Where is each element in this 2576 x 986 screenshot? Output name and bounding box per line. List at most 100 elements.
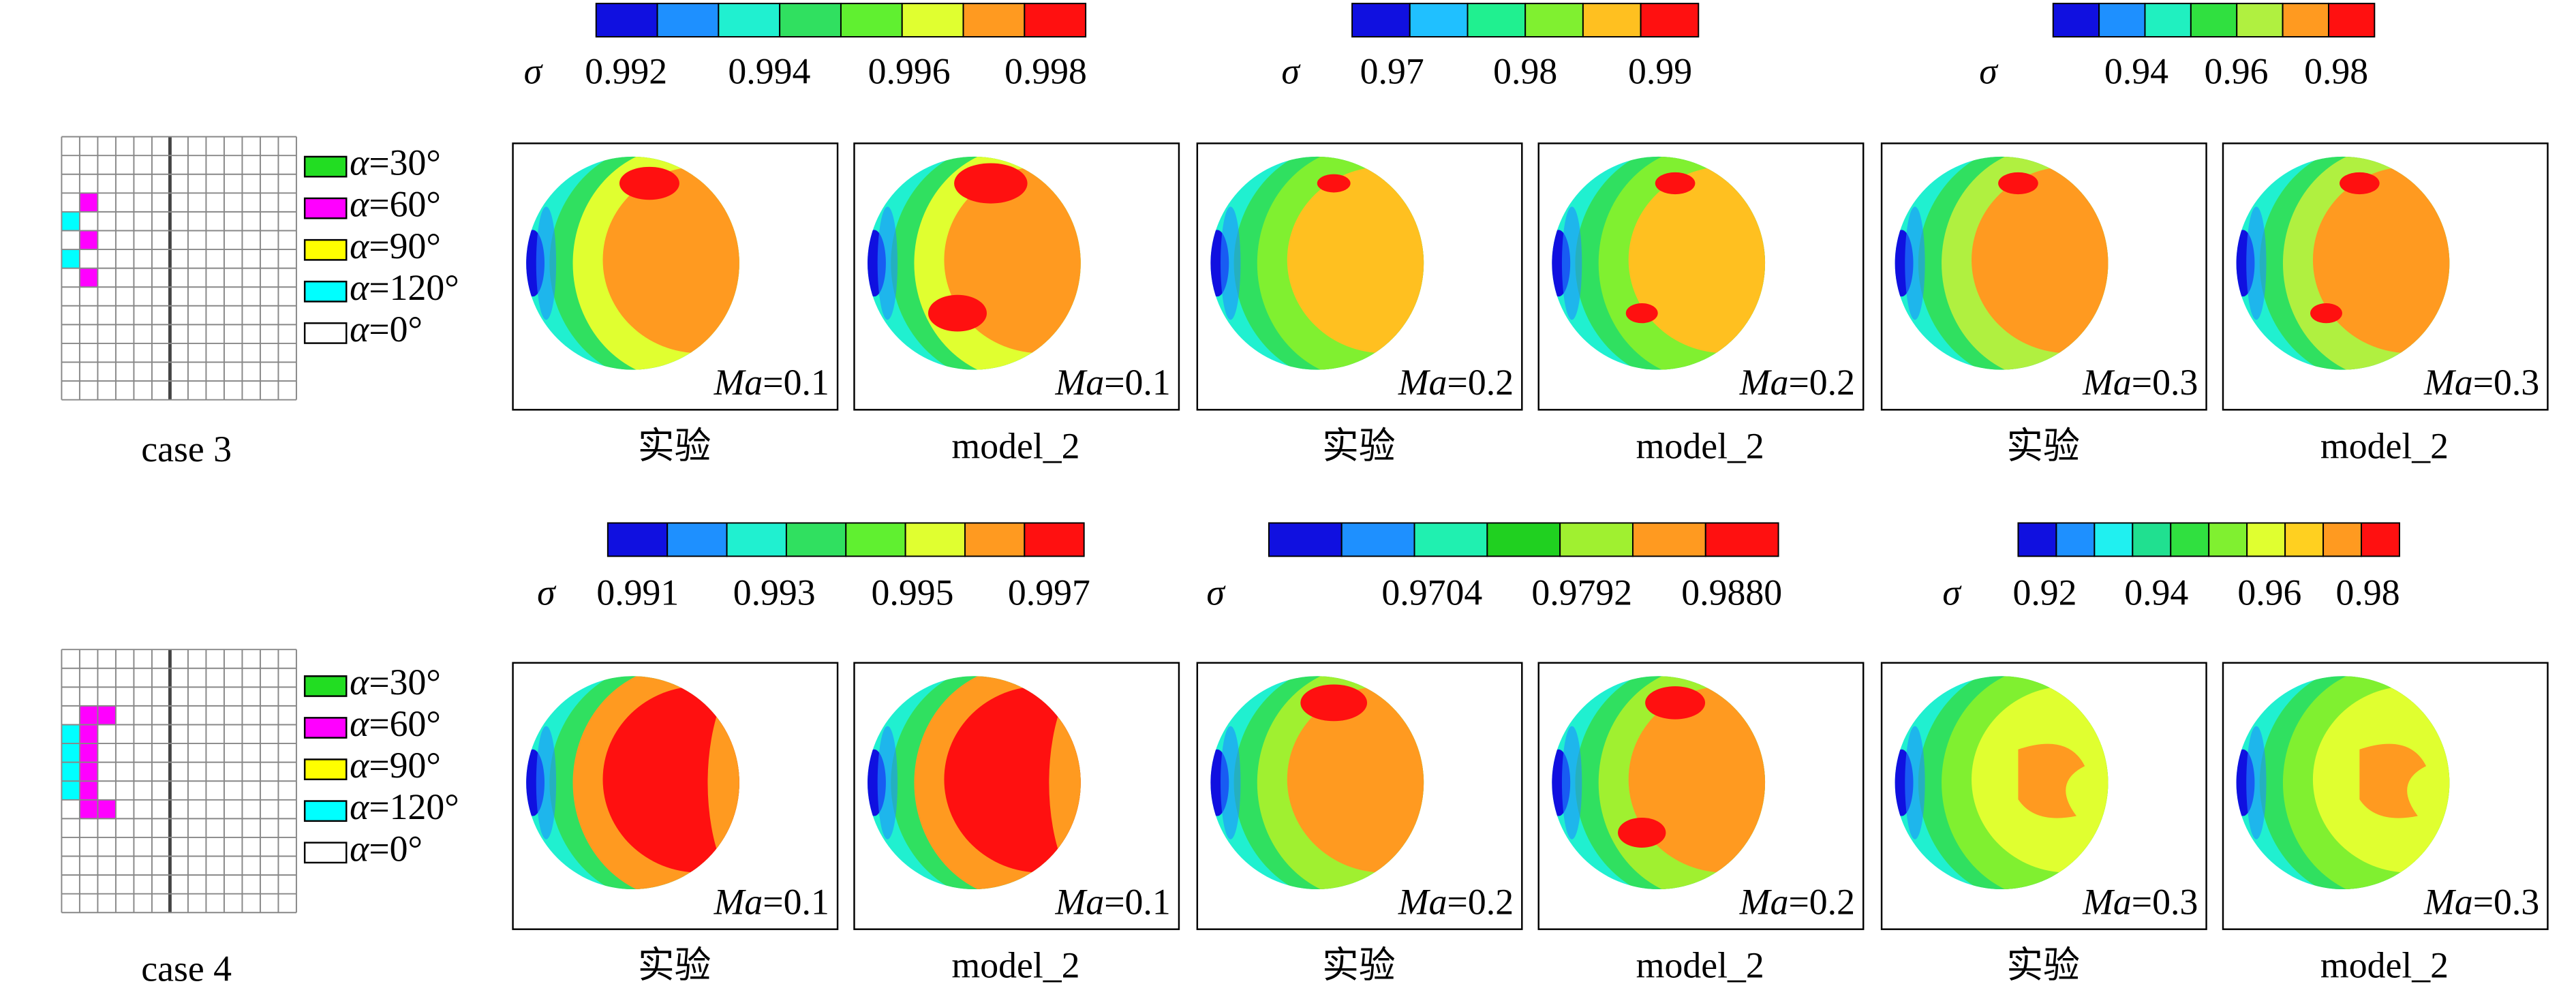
colorbar-segment xyxy=(2055,522,2096,557)
alpha-symbol: α xyxy=(350,267,370,308)
mach-value: =0.2 xyxy=(1447,882,1514,923)
contour-band xyxy=(1998,172,2038,195)
ma-symbol: Ma xyxy=(2082,882,2132,923)
mach-label: Ma=0.3 xyxy=(2423,362,2539,403)
colorbar-tick-label: 0.98 xyxy=(2336,572,2400,613)
contour-band xyxy=(1618,817,1666,848)
grid-cell xyxy=(61,211,80,231)
panel-caption: 实验 xyxy=(638,945,711,986)
legend-swatch xyxy=(303,280,348,303)
colorbar-segment xyxy=(718,3,781,37)
legend-value: =120° xyxy=(369,267,459,308)
panel-caption: 实验 xyxy=(638,425,711,466)
grid-cell xyxy=(79,193,98,212)
mach-value: =0.2 xyxy=(1788,362,1855,403)
colorbar-segment xyxy=(1486,522,1561,557)
sigma-symbol: σ xyxy=(537,572,557,613)
colorbar-segment xyxy=(1268,522,1343,557)
legend-label: α=120° xyxy=(350,787,459,828)
colorbar-segment xyxy=(2208,522,2248,557)
mach-value: =0.3 xyxy=(2132,882,2198,923)
contour-band xyxy=(1561,206,1582,320)
grid-cell xyxy=(79,268,98,288)
contour-band xyxy=(944,166,1081,354)
config-grid xyxy=(61,649,297,914)
mach-label: Ma=0.3 xyxy=(2082,362,2198,403)
legend-label: α=30° xyxy=(350,142,441,183)
legend-value: =90° xyxy=(369,745,441,786)
legend-label: α=30° xyxy=(350,662,441,703)
sigma-symbol: σ xyxy=(1206,572,1226,613)
sigma-symbol: σ xyxy=(1979,51,1999,92)
grid-cell xyxy=(79,743,98,762)
mach-label: Ma=0.2 xyxy=(1739,362,1855,403)
legend-label: α=0° xyxy=(350,309,423,350)
alpha-symbol: α xyxy=(350,745,370,786)
colorbar-segment xyxy=(607,522,669,557)
mach-label: Ma=0.2 xyxy=(1398,362,1514,403)
sigma-symbol: σ xyxy=(1942,572,1962,613)
grid-cell xyxy=(61,249,80,268)
colorbar-segment xyxy=(1582,3,1642,37)
grid-cell xyxy=(61,743,80,762)
contour-band xyxy=(1287,166,1424,354)
mach-value: =0.1 xyxy=(763,362,829,403)
legend-swatch xyxy=(303,322,348,344)
colorbar-segment xyxy=(2327,3,2376,37)
legend-label: α=60° xyxy=(350,184,441,225)
legend-swatch xyxy=(303,197,348,219)
colorbar-segment xyxy=(1559,522,1634,557)
colorbar-segment xyxy=(2190,3,2238,37)
alpha-symbol: α xyxy=(350,703,370,744)
legend-label: α=90° xyxy=(350,745,441,786)
colorbar-segment xyxy=(726,522,787,557)
contour-band xyxy=(1905,206,1925,320)
colorbar-segment xyxy=(779,3,842,37)
alpha-symbol: α xyxy=(350,829,370,869)
colorbar-segment xyxy=(2052,3,2100,37)
contour-plot xyxy=(2236,156,2450,370)
colorbar-segment xyxy=(2284,522,2325,557)
contour-band xyxy=(1645,686,1706,720)
colorbar-tick-label: 0.991 xyxy=(596,572,679,613)
colorbar-segment xyxy=(1640,3,1700,37)
ma-symbol: Ma xyxy=(1055,362,1105,403)
contour-band xyxy=(602,685,739,873)
sigma-symbol: σ xyxy=(1281,51,1301,92)
contour-band xyxy=(536,206,557,320)
config-grid xyxy=(61,136,297,401)
grid-cell xyxy=(79,230,98,250)
legend-value: =30° xyxy=(369,662,441,703)
mach-value: =0.1 xyxy=(1104,882,1171,923)
legend-swatch xyxy=(303,842,348,864)
mach-label: Ma=0.2 xyxy=(1398,882,1514,923)
colorbar-segment xyxy=(2094,522,2134,557)
contour-band xyxy=(2246,206,2267,320)
contour-band xyxy=(944,685,1081,873)
legend-value: =60° xyxy=(369,703,441,744)
colorbar-segment xyxy=(1024,3,1087,37)
contour-band xyxy=(927,294,987,332)
colorbar-tick-label: 0.98 xyxy=(1493,51,1557,92)
colorbar-segment xyxy=(1704,522,1779,557)
colorbar-tick-label: 0.993 xyxy=(733,572,816,613)
contour-band xyxy=(619,166,679,200)
grid-cell xyxy=(97,799,116,819)
legend-label: α=60° xyxy=(350,703,441,744)
colorbar-segment xyxy=(1524,3,1584,37)
ma-symbol: Ma xyxy=(1398,362,1447,403)
colorbar-segment xyxy=(656,3,720,37)
panel-caption: 实验 xyxy=(1322,945,1396,986)
panel-caption: model_2 xyxy=(951,945,1079,986)
panel-caption: model_2 xyxy=(2320,425,2449,466)
legend-value: =0° xyxy=(369,309,423,350)
colorbar-tick-label: 0.9880 xyxy=(1681,572,1782,613)
colorbar-tick-label: 0.994 xyxy=(728,51,810,92)
colorbar-segment xyxy=(1351,3,1411,37)
colorbar-segment xyxy=(1467,3,1527,37)
contour-band xyxy=(2310,303,2342,324)
colorbar-segment xyxy=(840,3,903,37)
contour-band xyxy=(954,163,1028,204)
mach-value: =0.1 xyxy=(1104,362,1171,403)
contour-band xyxy=(1221,726,1241,839)
